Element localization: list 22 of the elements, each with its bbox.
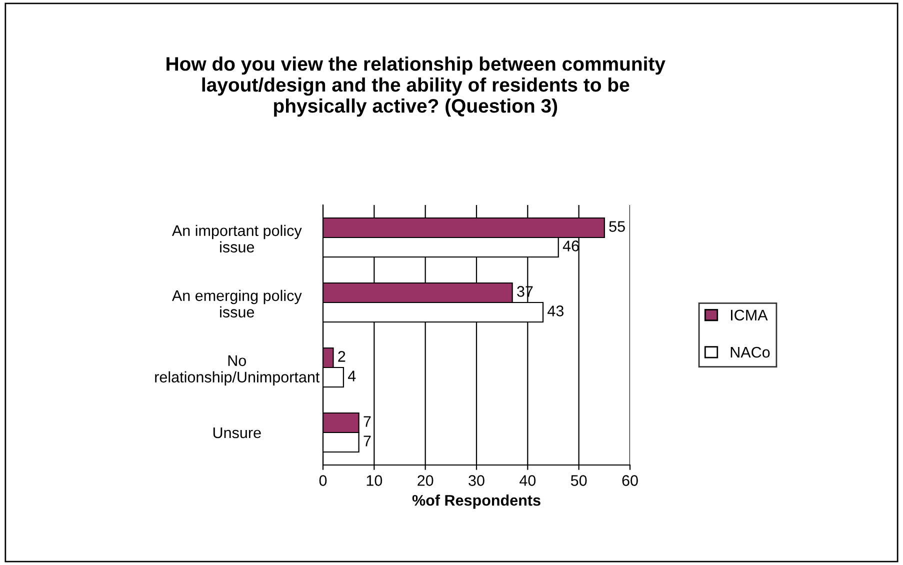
data-label: 43 — [548, 306, 564, 316]
data-label: 7 — [364, 436, 371, 446]
y-tick-label: No relationship/Unimportant — [155, 355, 320, 386]
legend-label: NACo — [730, 346, 770, 358]
data-label: 55 — [609, 221, 625, 232]
x-tick-label: 40 — [520, 475, 536, 486]
x-tick-label: 50 — [570, 475, 587, 486]
data-label: 46 — [562, 240, 579, 252]
x-tick-label: 10 — [366, 475, 382, 486]
x-tick-label: 60 — [622, 475, 638, 486]
chart-title: How do you view the relationship between community layout/design and the ability of residents to be physically active? (Question 3) — [166, 56, 666, 117]
x-tick-label: 30 — [468, 475, 484, 486]
x-tick-label: 20 — [418, 475, 434, 486]
legend-label: ICMA — [731, 310, 768, 321]
data-label: 2 — [338, 351, 346, 362]
data-label: 4 — [348, 370, 356, 382]
x-tick-label: 0 — [319, 475, 327, 486]
y-tick-label: Unsure — [213, 428, 261, 438]
data-label: 7 — [364, 416, 371, 427]
y-tick-label: An emerging policy issue — [172, 290, 302, 318]
x-axis-title: %of Respondents — [412, 494, 540, 509]
y-tick-label: An important policy issue — [172, 224, 302, 253]
